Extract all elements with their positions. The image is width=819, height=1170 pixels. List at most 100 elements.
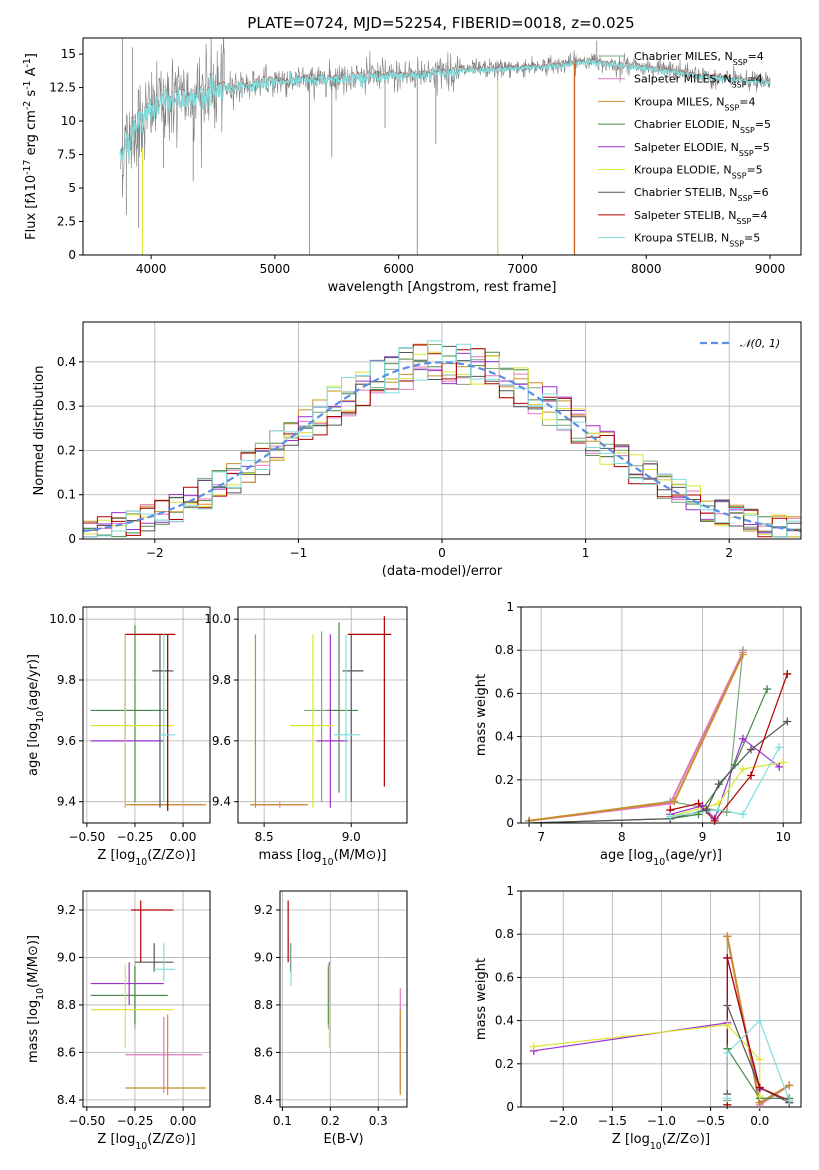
marker-chabrier_elodie [730, 760, 739, 769]
panel-residuals: −2 −1 0 1 2 0 0.1 0.2 0.3 0.4 (data-model)/error No… [32, 321, 802, 579]
x-tick-label: 10 [776, 830, 791, 844]
axes-frame [82, 37, 802, 256]
marker-chabrier_stelib [525, 819, 534, 827]
y-tick-label: 9.4 [212, 795, 231, 809]
marker-salpeter_elodie [738, 734, 747, 743]
series-line-chabrier_miles [529, 650, 744, 822]
normal-pdf-line [83, 361, 801, 533]
x-tick-label: 6000 [383, 262, 414, 276]
series-line-kroupa_stelib [726, 1019, 790, 1101]
x-axis-label: Z [log10(Z/Z⊙)] [612, 1132, 710, 1152]
x-tick-label: 0.00 [170, 1114, 197, 1128]
marker-kroupa_stelib [738, 810, 747, 819]
marker-salpeter_stelib [710, 816, 719, 825]
y-tick-label: 8.8 [57, 998, 76, 1012]
x-tick-label: 0.1 [273, 1114, 292, 1128]
x-tick-label: −1.5 [598, 1114, 627, 1128]
y-axis-label: mass [log10(M/M⊙)] [26, 935, 46, 1063]
x-tick-label: 8000 [631, 262, 662, 276]
legend-label: Salpeter MILES, NSSP=4 [634, 73, 763, 90]
axes-overlay: −2 −1 0 1 2 0 0.1 0.2 0.3 0.4 (data-model)/error No… [32, 321, 802, 579]
marker-kroupa_elodie [779, 758, 788, 767]
series-line-kroupa_stelib [670, 747, 780, 818]
marker-kroupa_stelib [714, 806, 723, 815]
marker-chabrier_elodie [763, 685, 772, 694]
axes-frame [82, 890, 211, 1108]
panel-mass-weight-vs-age: 7 8 9 10 0 0.2 0.4 0.6 0.8 1 age [log10(age/yr)] ma… [474, 600, 802, 868]
x-axis-label: wavelength [Angstrom, rest frame] [328, 280, 557, 295]
panel-spectrum: 4000 5000 6000 7000 8000 9000 0 2.5 5 7.5 10 12.5 15… [22, 37, 802, 295]
marker-kroupa_elodie [738, 765, 747, 773]
marker-salpeter_stelib [783, 669, 792, 678]
legend: Chabrier MILES, NSSP=4 Salpeter MILES, NS… [598, 50, 771, 248]
x-axis-label: age [log10(age/yr)] [600, 848, 722, 868]
marker-chabrier_stelib [714, 780, 723, 789]
legend-label: Kroupa STELIB, NSSP=5 [634, 232, 760, 249]
plot-area [521, 891, 801, 1107]
x-tick-label: −0.5 [696, 1114, 725, 1128]
series-line-chabrier_miles [726, 936, 790, 1104]
y-tick-label: 0.8 [495, 643, 514, 657]
y-tick-label: 15 [61, 47, 76, 61]
y-tick-label: 0.4 [495, 730, 514, 744]
axes-frame [237, 606, 408, 824]
marker-kroupa_stelib [723, 1094, 732, 1103]
y-tick-label: 0.6 [495, 970, 514, 984]
x-axis-label: E(B-V) [323, 1132, 363, 1147]
marker-salpeter_elodie [698, 801, 707, 810]
panel-mass-vs-ebv: 0.1 0.2 0.3 8.4 8.6 8.8 9.0 9.2 E(B-V) [254, 890, 408, 1147]
x-tick-label: 4000 [136, 262, 167, 276]
x-tick-label: 8.5 [255, 830, 274, 844]
y-axis-label: age [log10(age/yr)] [26, 654, 46, 776]
legend-label: Kroupa MILES, NSSP=4 [634, 95, 755, 112]
marker-chabrier_stelib [746, 745, 755, 754]
y-axis-label: mass weight [474, 958, 489, 1040]
y-axis-label: Normed distribution [32, 366, 47, 496]
y-tick-label: 0.2 [495, 1057, 514, 1071]
legend-label: Chabrier STELIB, NSSP=6 [634, 186, 769, 203]
axes-frame [82, 606, 211, 824]
y-axis-label: mass weight [474, 674, 489, 756]
y-tick-label: 2.5 [57, 215, 76, 229]
series-line-salpeter_stelib [726, 957, 790, 1105]
y-tick-label: 1 [506, 884, 514, 898]
y-tick-label: 10.0 [49, 612, 76, 626]
marker-salpeter_stelib [755, 1083, 764, 1092]
x-tick-label: −1 [290, 546, 308, 560]
panel-mass-vs-Z: −0.50 −0.25 0.00 8.4 8.6 8.8 9.0 9.2 Z [log10(Z/… [26, 890, 211, 1152]
y-tick-label: 8.6 [57, 1045, 76, 1059]
marker-kroupa_stelib [775, 743, 784, 752]
marker-chabrier_stelib [783, 717, 792, 726]
marker-kroupa_stelib [785, 1096, 794, 1105]
panel-mass-weight-vs-Z: −2.0 −1.5 −1.0 −0.5 0.0 0 0.2 0.4 0.6 0.8 1 Z [log1… [474, 884, 802, 1152]
y-tick-label: 9.2 [254, 903, 273, 917]
x-tick-label: 9.0 [342, 830, 361, 844]
series-line-chabrier_stelib [529, 721, 788, 823]
x-tick-label: 7 [537, 830, 545, 844]
y-tick-label: 0.2 [495, 773, 514, 787]
y-tick-label: 10.0 [204, 612, 231, 626]
axes-frame [279, 890, 408, 1108]
marker-kroupa_stelib [755, 1016, 764, 1025]
y-axis-label: Flux [fλ10-17 erg cm-2 s-1 A-1] [22, 53, 40, 240]
plot-area [280, 891, 407, 1107]
y-tick-label: 9.8 [57, 673, 76, 687]
x-tick-label: −0.25 [117, 1114, 154, 1128]
marker-chabrier_stelib [723, 1001, 732, 1010]
plot-area [83, 891, 210, 1107]
x-tick-label: 0 [438, 546, 446, 560]
legend-label: Salpeter ELODIE, NSSP=5 [634, 141, 770, 158]
histogram-kroupa_stelib [83, 340, 801, 538]
y-tick-label: 9.2 [57, 903, 76, 917]
y-tick-label: 7.5 [57, 148, 76, 162]
x-axis-label: Z [log10(Z/Z⊙)] [97, 848, 195, 868]
axes-overlay: 8.5 9.0 9.4 9.6 9.8 10.0 mass [log10(M/M⊙)] [204, 606, 408, 868]
y-tick-label: 0 [68, 532, 76, 546]
y-tick-label: 0 [506, 816, 514, 830]
y-tick-label: 0.6 [495, 686, 514, 700]
marker-kroupa_stelib [723, 1049, 732, 1057]
plot-area [119, 38, 771, 255]
marker-chabrier_miles [722, 808, 731, 817]
series-line-chabrier_elodie [529, 688, 768, 823]
axes-overlay: −2.0 −1.5 −1.0 −0.5 0.0 0 0.2 0.4 0.6 0.8 1 Z [log1… [474, 884, 802, 1152]
